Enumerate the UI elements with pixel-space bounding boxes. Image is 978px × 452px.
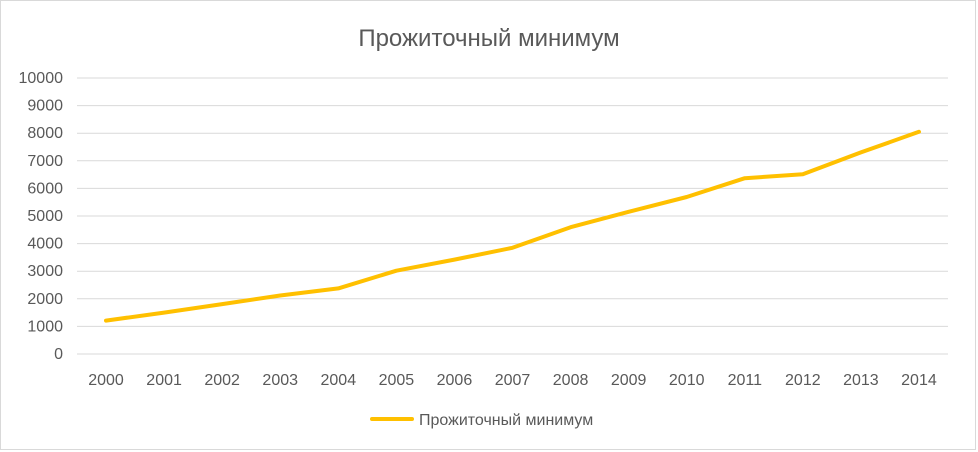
x-tick-label-2005: 2005 — [379, 372, 415, 389]
y-tick-label-5000: 5000 — [27, 208, 63, 225]
series-group — [104, 129, 921, 323]
x-tick-label-2000: 2000 — [88, 372, 124, 389]
legend: Прожиточный минимум — [370, 412, 593, 429]
x-tick-label-2007: 2007 — [495, 372, 531, 389]
x-tick-label-2010: 2010 — [669, 372, 705, 389]
y-tick-label-6000: 6000 — [27, 180, 63, 197]
x-tick-label-2009: 2009 — [611, 372, 647, 389]
y-tick-label-2000: 2000 — [27, 291, 63, 308]
y-tick-label-7000: 7000 — [27, 153, 63, 170]
x-tick-label-2013: 2013 — [843, 372, 879, 389]
x-tick-label-2003: 2003 — [262, 372, 298, 389]
x-tick-label-2008: 2008 — [553, 372, 589, 389]
gridlines — [77, 77, 948, 355]
x-axis-ticks: 2000 2001 2002 2003 2004 2005 2006 2007 2008 2009… — [88, 372, 937, 389]
x-tick-label-2011: 2011 — [728, 372, 763, 389]
y-tick-label-10000: 10000 — [19, 70, 64, 87]
x-tick-label-2001: 2001 — [146, 372, 182, 389]
y-tick-label-9000: 9000 — [27, 98, 63, 115]
legend-label: Прожиточный минимум — [419, 412, 593, 429]
x-tick-label-2004: 2004 — [321, 372, 357, 389]
y-tick-label-3000: 3000 — [27, 263, 63, 280]
x-tick-label-2002: 2002 — [204, 372, 240, 389]
y-axis-ticks: 0 1000 2000 3000 4000 5000 6000 7000 8000 9000 100… — [19, 70, 64, 363]
x-tick-label-2012: 2012 — [785, 372, 821, 389]
y-tick-label-1000: 1000 — [27, 318, 63, 335]
y-tick-label-4000: 4000 — [27, 236, 63, 253]
chart-title: Прожиточный минимум — [358, 25, 619, 52]
series-line-0 — [104, 129, 921, 323]
x-tick-label-2006: 2006 — [437, 372, 473, 389]
y-tick-label-8000: 8000 — [27, 125, 63, 142]
y-tick-label-0: 0 — [54, 346, 63, 363]
x-tick-label-2014: 2014 — [901, 372, 937, 389]
